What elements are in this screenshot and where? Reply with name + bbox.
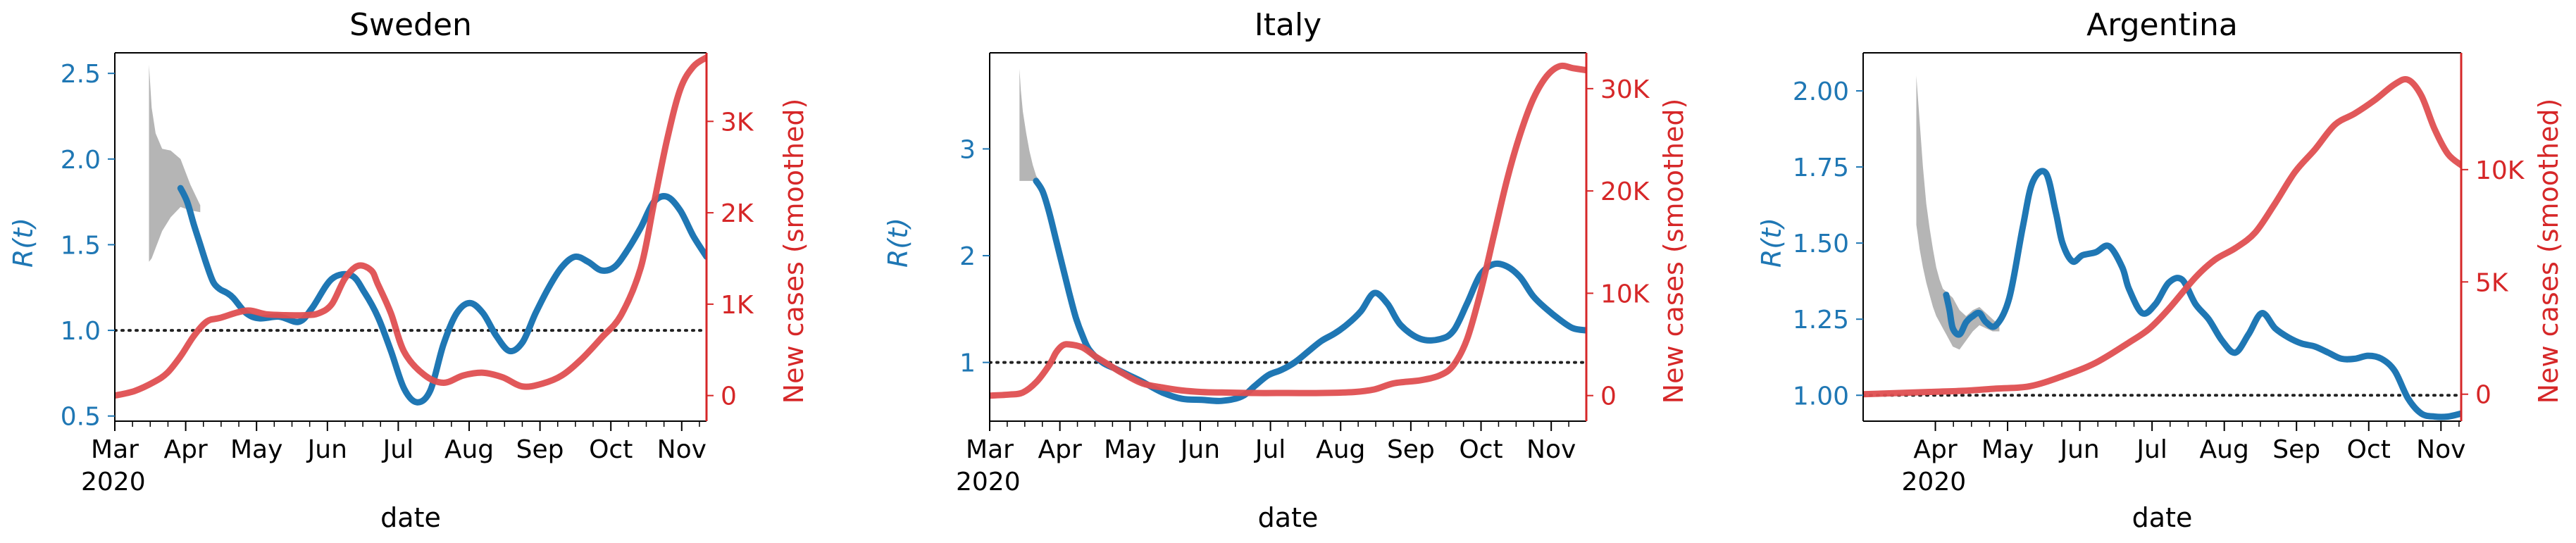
x-tick-label: Jun — [306, 435, 347, 464]
plot-area — [115, 54, 707, 406]
x-tick-label: Apr — [163, 435, 207, 464]
y-left-tick-label: 1.75 — [1793, 154, 1849, 182]
x-tick-label: Jul — [1254, 435, 1286, 464]
y-left-tick-label: 3 — [959, 135, 976, 164]
x-tick-label: Aug — [1316, 435, 1365, 464]
plot-area — [990, 62, 1586, 404]
y-left-axis-label: R(t) — [1756, 218, 1787, 268]
chart-panel-italy: 1 2 3 0 10K 20K 30K Mar 2020 Apr May Jun Jul Aug Sep Oc… — [883, 7, 1689, 533]
x-tick-label: Jul — [382, 435, 413, 464]
x-tick-label: Sep — [2272, 435, 2320, 464]
y-right-axis-label: New cases (smoothed) — [2533, 99, 2564, 404]
y-right-tick-label: 30K — [1600, 75, 1650, 104]
x-axis-label: date — [2132, 502, 2193, 533]
y-left-tick-label: 2.5 — [61, 60, 101, 89]
x-tick-label: Nov — [657, 435, 707, 464]
y-right-tick-label: 10K — [1600, 280, 1650, 308]
r-line — [1033, 177, 1586, 404]
y-left-tick-label: 2 — [959, 242, 976, 271]
x-tick-label: Mar — [966, 435, 1014, 464]
x-tick-label: Nov — [1526, 435, 1576, 464]
y-left-tick-label: 2.0 — [61, 146, 101, 175]
r-line — [177, 185, 707, 406]
y-right-tick-label: 3K — [721, 108, 754, 137]
r-line — [1943, 168, 2461, 420]
x-tick-label: May — [1981, 435, 2034, 464]
x-tick-label: Jun — [1179, 435, 1220, 464]
y-right-tick-label: 0 — [1600, 382, 1617, 411]
y-left-tick-label: 1.00 — [1793, 382, 1849, 411]
new-cases-line — [115, 54, 707, 399]
y-right-tick-label: 2K — [721, 199, 754, 228]
chart-title: Italy — [1255, 7, 1321, 43]
y-right-tick-label: 5K — [2475, 268, 2509, 297]
plot-area — [1863, 75, 2461, 420]
y-right-tick-label: 10K — [2475, 156, 2525, 185]
y-right-tick-label: 1K — [721, 291, 754, 320]
y-right-tick-label: 20K — [1600, 177, 1650, 206]
y-left-tick-label: 1.5 — [61, 231, 101, 260]
x-tick-label: Sep — [516, 435, 564, 464]
x-tick-label: 2020 — [956, 468, 1021, 497]
x-tick-label: Jul — [2135, 435, 2167, 464]
x-tick-label: Mar — [91, 435, 139, 464]
x-tick-label: Oct — [1459, 435, 1502, 464]
x-tick-label: Oct — [589, 435, 633, 464]
x-tick-label: May — [230, 435, 282, 464]
y-left-tick-label: 1.50 — [1793, 230, 1849, 258]
x-tick-label: Aug — [2200, 435, 2249, 464]
chart-panel-argentina: 1.00 1.25 1.50 1.75 2.00 0 5K 10K Apr 2020 May Jun J… — [1756, 7, 2564, 533]
y-right-axis-label: New cases (smoothed) — [1658, 99, 1689, 404]
y-right-tick-label: 0 — [721, 382, 737, 411]
x-tick-label: Sep — [1387, 435, 1435, 464]
x-axis-label: date — [1258, 502, 1319, 533]
x-tick-label: Nov — [2416, 435, 2465, 464]
y-left-tick-label: 1 — [959, 349, 976, 378]
r-interval-band — [149, 65, 201, 262]
x-tick-label: Apr — [1038, 435, 1082, 464]
new-cases-line — [1863, 75, 2461, 398]
x-tick-label: Apr — [1913, 435, 1957, 464]
y-left-axis-label: R(t) — [8, 218, 39, 268]
y-left-tick-label: 1.25 — [1793, 306, 1849, 335]
r-interval-band — [1019, 68, 1040, 181]
y-left-tick-label: 2.00 — [1793, 77, 1849, 106]
y-left-axis-label: R(t) — [883, 218, 914, 268]
x-tick-label: May — [1104, 435, 1156, 464]
y-left-tick-label: 1.0 — [61, 317, 101, 346]
chart-title: Argentina — [2086, 7, 2238, 43]
x-tick-label: Oct — [2347, 435, 2391, 464]
y-right-axis-label: New cases (smoothed) — [778, 99, 809, 404]
x-tick-label: 2020 — [81, 468, 146, 497]
y-left-tick-label: 0.5 — [61, 403, 101, 432]
r-interval-band — [1916, 75, 2000, 350]
x-tick-label: 2020 — [1902, 468, 1967, 497]
x-axis-label: date — [380, 502, 441, 533]
chart-panel-sweden: 0.5 1.0 1.5 2.0 2.5 0 1K 2K 3K Mar 2020 Apr May Jun Ju… — [8, 7, 809, 533]
chart-title: Sweden — [349, 7, 472, 43]
new-cases-line — [990, 62, 1586, 399]
x-tick-label: Jun — [2058, 435, 2099, 464]
y-right-tick-label: 0 — [2475, 381, 2491, 410]
x-tick-label: Aug — [444, 435, 494, 464]
